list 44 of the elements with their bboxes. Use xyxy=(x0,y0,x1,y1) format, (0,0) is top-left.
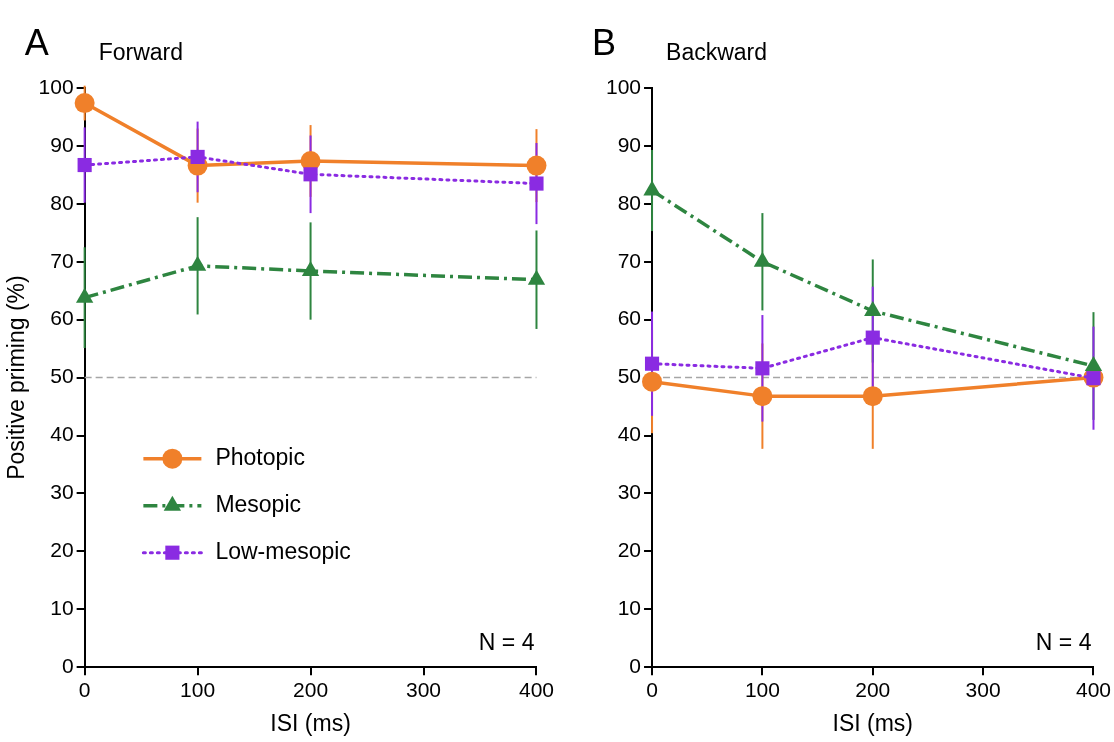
y-tick-label: 60 xyxy=(617,306,642,330)
x-tick-label: 0 xyxy=(646,677,658,701)
y-tick-label: 10 xyxy=(50,596,74,620)
x-tick-label: 200 xyxy=(855,677,891,701)
y-tick-label: 50 xyxy=(617,364,642,388)
x-tick-label: 0 xyxy=(78,677,91,701)
y-axis-title: Positive priming (%) xyxy=(3,275,30,480)
y-tick-label: 30 xyxy=(617,480,642,504)
y-tick-label: 80 xyxy=(617,190,642,214)
y-tick-label: 100 xyxy=(38,74,74,98)
y-tick-label: 10 xyxy=(617,596,642,620)
y-tick-label: 50 xyxy=(50,364,74,388)
y-tick-label: 40 xyxy=(617,422,642,446)
text: A xyxy=(24,22,49,63)
legend-label: Photopic xyxy=(215,444,305,471)
y-tick-label: 40 xyxy=(50,422,74,446)
y-tick-label: 100 xyxy=(605,74,642,98)
x-axis-title: ISI (ms) xyxy=(270,709,351,736)
y-tick-label: 0 xyxy=(629,654,642,677)
chart-title: Forward xyxy=(98,39,183,65)
y-tick-label: 80 xyxy=(50,190,74,214)
y-tick-label: 30 xyxy=(50,480,74,504)
y-tick-label: 20 xyxy=(617,538,642,562)
y-tick-label: 90 xyxy=(617,132,642,156)
y-tick-label: 70 xyxy=(617,248,642,272)
y-tick-label: 0 xyxy=(61,654,74,677)
chart-title: Backward xyxy=(666,39,768,65)
y-tick-label: 60 xyxy=(50,306,74,330)
y-tick-label: 90 xyxy=(50,132,74,156)
y-tick-label: 70 xyxy=(50,248,74,272)
x-axis-title: ISI (ms) xyxy=(832,709,914,736)
x-tick-label: 300 xyxy=(406,677,442,701)
legend-label: Mesopic xyxy=(215,491,302,518)
x-tick-label: 400 xyxy=(1075,677,1111,701)
x-tick-label: 100 xyxy=(744,677,780,701)
y-tick-label: 20 xyxy=(50,538,74,562)
text: B xyxy=(592,22,617,63)
x-tick-label: 400 xyxy=(518,677,554,701)
legend-label: Low-mesopic xyxy=(215,538,351,565)
x-tick-label: 300 xyxy=(965,677,1001,701)
annotation: N = 4 xyxy=(478,629,535,656)
x-tick-label: 200 xyxy=(293,677,329,701)
x-tick-label: 100 xyxy=(180,677,216,701)
annotation: N = 4 xyxy=(1035,629,1092,656)
